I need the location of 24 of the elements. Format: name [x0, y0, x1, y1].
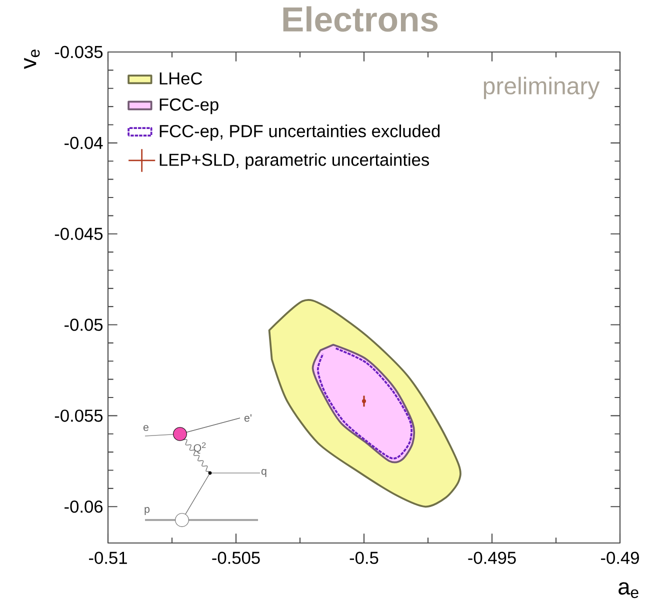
- annotation: q: [261, 469, 266, 477]
- y-tick-label: -0.06: [64, 500, 103, 513]
- x-tick-label: -0.505: [212, 552, 260, 564]
- legend-label: FCC-ep, PDF uncertainties excluded: [160, 124, 440, 141]
- y-axis-title: v$_{e}$: [24, 50, 40, 70]
- annotation: e: [143, 425, 148, 431]
- annotation: e': [244, 414, 252, 422]
- legend-label: LHeC: [160, 72, 202, 85]
- x-tick-label: -0.51: [89, 552, 127, 564]
- x-tick-label: -0.49: [601, 552, 639, 564]
- y-tick-label: -0.045: [54, 228, 103, 240]
- x-axis-title: a$_{e}$: [618, 582, 638, 598]
- x-tick-label: -0.5: [350, 552, 378, 564]
- y-tick-label: -0.035: [54, 46, 103, 58]
- legend-label: FCC-ep: [160, 98, 218, 114]
- legend-label: LEP+SLD, parametric uncertainties: [160, 153, 429, 170]
- annotation: preliminary: [484, 76, 600, 100]
- chart-title: Electrons: [283, 6, 438, 32]
- annotation: p: [144, 507, 150, 515]
- y-tick-label: -0.055: [54, 410, 103, 422]
- annotation: Q$^{2}$: [194, 442, 206, 454]
- x-tick-label: -0.495: [468, 552, 516, 564]
- y-tick-label: -0.05: [64, 318, 103, 331]
- y-tick-label: -0.04: [64, 136, 103, 150]
